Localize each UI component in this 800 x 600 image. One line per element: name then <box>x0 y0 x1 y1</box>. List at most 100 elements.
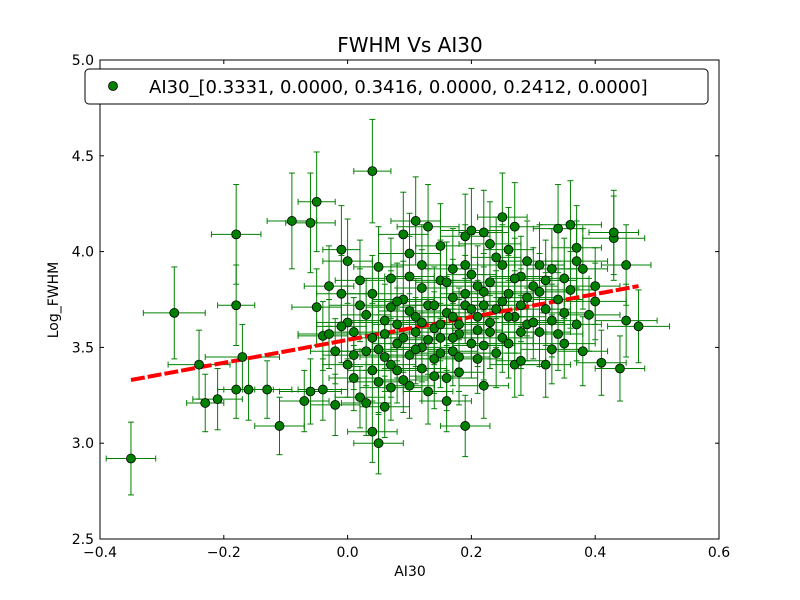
data-point <box>571 256 582 267</box>
data-point <box>398 332 409 343</box>
data-point <box>392 296 403 307</box>
data-point <box>540 359 551 370</box>
data-point <box>348 350 359 360</box>
data-point <box>423 334 433 345</box>
data-point <box>447 346 458 357</box>
data-point <box>478 380 489 391</box>
data-point <box>435 348 446 359</box>
data-point <box>355 275 365 286</box>
data-point <box>546 315 557 326</box>
data-point <box>200 398 211 408</box>
data-point <box>361 398 372 408</box>
data-point <box>472 353 483 364</box>
data-point <box>416 317 427 328</box>
data-point <box>435 319 446 330</box>
data-point <box>342 256 353 267</box>
data-point <box>466 269 477 280</box>
data-point <box>497 296 508 307</box>
data-point <box>441 396 452 406</box>
data-point <box>367 332 378 343</box>
data-point <box>330 346 341 357</box>
data-point <box>485 317 495 328</box>
data-point <box>342 359 353 370</box>
data-point <box>454 319 464 330</box>
data-point <box>410 344 421 355</box>
y-tick-label: 4.5 <box>72 149 94 165</box>
data-point <box>305 386 316 397</box>
data-point <box>534 286 545 297</box>
data-point <box>386 359 396 370</box>
data-point <box>330 399 341 410</box>
data-point <box>584 309 594 320</box>
data-point <box>336 244 347 255</box>
legend-label: AI30_[0.3331, 0.0000, 0.3416, 0.0000, 0.… <box>149 77 648 98</box>
data-point <box>571 242 582 253</box>
data-point <box>367 365 378 376</box>
data-point <box>485 327 495 337</box>
data-point <box>503 311 514 322</box>
data-point <box>497 212 508 223</box>
data-point <box>497 332 508 343</box>
data-point <box>404 306 415 316</box>
data-point <box>596 357 607 368</box>
y-tick-label: 3.5 <box>72 340 94 356</box>
data-point <box>404 271 415 282</box>
data-point <box>460 421 471 431</box>
data-point <box>516 355 526 366</box>
x-tick-label: 0.6 <box>708 545 730 561</box>
data-point <box>571 319 582 330</box>
data-point <box>565 219 576 230</box>
data-point <box>237 352 248 362</box>
data-point <box>454 367 464 378</box>
data-point <box>534 327 545 337</box>
data-point <box>485 277 495 288</box>
data-point <box>503 338 514 349</box>
data-point <box>373 376 384 387</box>
data-point <box>336 321 347 332</box>
x-tick-label: −0.2 <box>207 545 241 561</box>
data-point <box>379 352 390 362</box>
data-point <box>516 300 526 311</box>
data-point <box>367 166 378 177</box>
y-tick-label: 5.0 <box>72 53 94 69</box>
data-point <box>528 317 539 328</box>
data-point <box>361 346 372 357</box>
data-point <box>355 392 365 403</box>
y-axis-label: Log_FWHM <box>46 262 62 339</box>
data-point <box>429 300 440 311</box>
data-point <box>553 223 563 234</box>
data-point <box>509 221 520 232</box>
plot-marks <box>105 118 670 496</box>
data-point <box>509 273 520 284</box>
data-point <box>621 315 632 326</box>
x-axis-label: AI30 <box>394 564 426 580</box>
data-point <box>435 240 446 251</box>
data-point <box>367 426 378 437</box>
data-point <box>553 329 563 339</box>
data-point <box>231 229 242 240</box>
data-point <box>231 384 242 395</box>
data-point <box>472 281 483 291</box>
data-point <box>336 288 347 299</box>
data-point <box>348 373 359 383</box>
data-point <box>194 359 204 370</box>
x-tick-label: −0.4 <box>83 545 117 561</box>
chart-title: FWHM Vs AI30 <box>337 33 482 57</box>
legend-marker <box>108 81 118 91</box>
data-point <box>392 365 403 376</box>
data-point <box>416 283 427 293</box>
data-point <box>608 227 619 238</box>
data-point <box>423 221 433 232</box>
data-point <box>633 321 644 332</box>
data-point <box>447 292 458 303</box>
data-point <box>546 344 557 355</box>
data-point <box>565 285 576 295</box>
data-point <box>447 311 458 322</box>
data-point <box>169 308 180 318</box>
data-point <box>621 260 632 270</box>
data-point <box>491 304 502 314</box>
data-point <box>559 338 570 349</box>
data-point <box>478 340 489 351</box>
data-point <box>386 302 396 313</box>
